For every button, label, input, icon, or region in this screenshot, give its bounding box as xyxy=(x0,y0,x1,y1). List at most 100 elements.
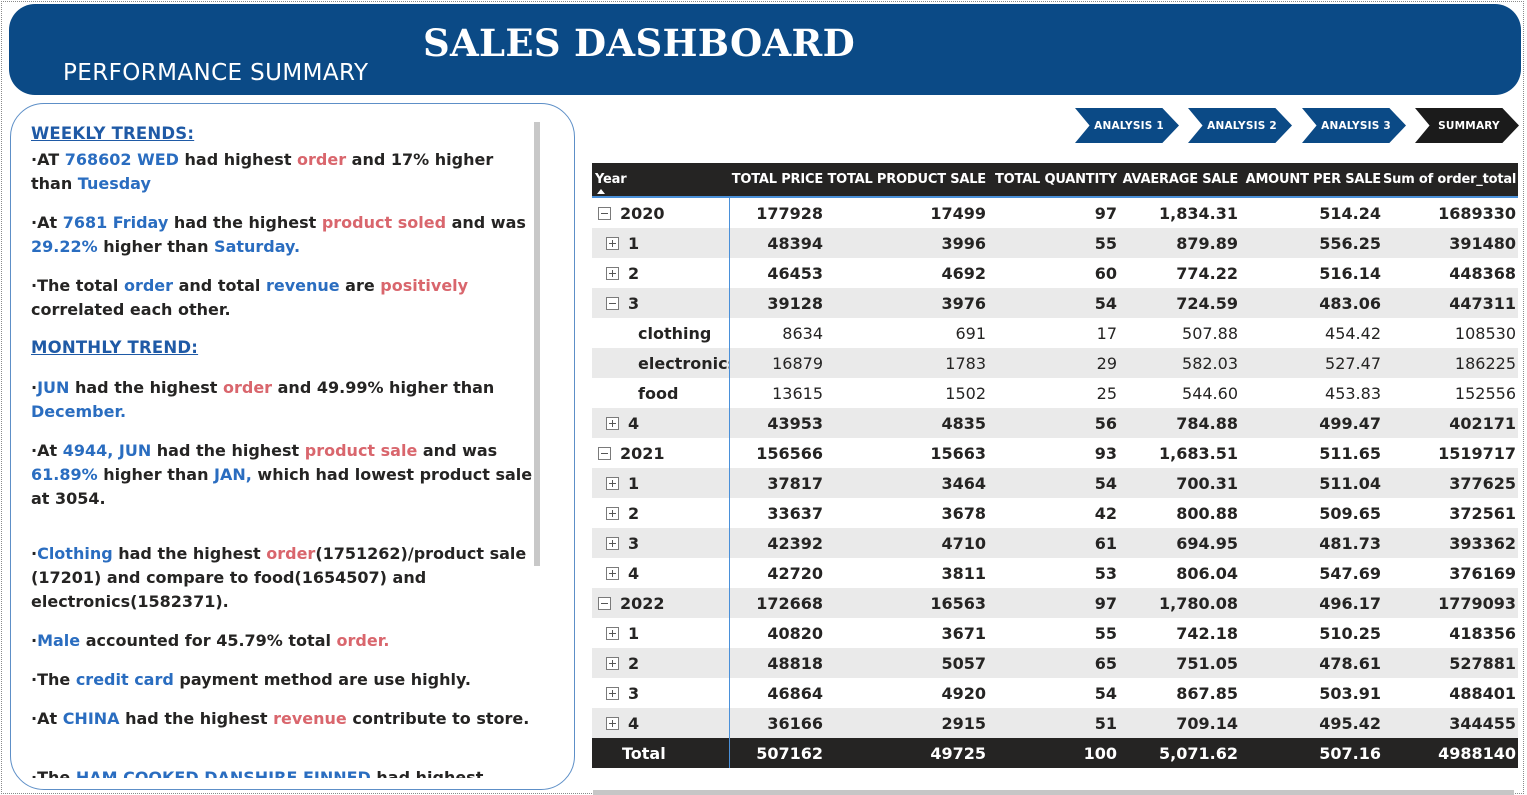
row-label: 1 xyxy=(628,473,640,493)
text: JAN, xyxy=(214,465,252,484)
expand-plus-icon[interactable] xyxy=(606,716,619,730)
summary-text-area[interactable]: WEEKLY TRENDS: ·AT 768602 WED had highes… xyxy=(31,122,543,778)
header-total-product-sale[interactable]: TOTAL PRODUCT SALE xyxy=(825,163,988,198)
expand-plus-icon[interactable] xyxy=(606,536,619,550)
value-cell: 4920 xyxy=(941,683,986,703)
value-cell: 694.95 xyxy=(1119,528,1240,558)
header-sum-order-total[interactable]: Sum of order_total xyxy=(1383,163,1518,198)
header-year[interactable]: Year xyxy=(592,163,729,198)
row-label-wrap: electronics xyxy=(592,354,728,373)
summary-button[interactable]: SUMMARY xyxy=(1415,108,1519,143)
value-cell: 510.25 xyxy=(1319,623,1381,643)
value-cell: 4710 xyxy=(825,528,988,558)
value-cell: 42392 xyxy=(729,528,825,558)
text: At xyxy=(37,709,63,728)
value-cell: 93 xyxy=(1094,443,1117,463)
table-horizontal-scrollbar[interactable] xyxy=(593,790,1514,795)
text: payment method are use highly. xyxy=(173,670,471,689)
value-cell: 509.65 xyxy=(1319,503,1381,523)
text: are xyxy=(339,276,381,295)
text: had the highest xyxy=(168,213,322,232)
value-cell: 1,683.51 xyxy=(1159,443,1238,463)
value-cell: 53 xyxy=(1094,563,1117,583)
total-cell: 5,071.62 xyxy=(1119,738,1240,768)
expand-plus-icon[interactable] xyxy=(606,476,619,490)
row-label-wrap: 4 xyxy=(592,714,727,733)
value-cell: 51 xyxy=(988,708,1119,738)
sales-matrix-table: Year TOTAL PRICE TOTAL PRODUCT SALE TOTA… xyxy=(592,163,1518,768)
value-cell: 453.83 xyxy=(1325,383,1381,403)
value-cell: 503.91 xyxy=(1319,683,1381,703)
monthly-insight-6: ·At CHINA had the highest revenue contri… xyxy=(31,709,530,728)
value-cell: 556.25 xyxy=(1240,228,1383,258)
dashboard-header: SALES DASHBOARD PERFORMANCE SUMMARY xyxy=(9,4,1521,95)
value-cell: 97 xyxy=(988,196,1119,228)
quarter-row: 2 46453 4692 60 774.22 516.14 448368 xyxy=(592,258,1518,288)
value-cell: 25 xyxy=(1096,383,1117,403)
analysis-1-button[interactable]: ANALYSIS 1 xyxy=(1075,108,1179,143)
row-label-cell: 2022 xyxy=(592,588,730,618)
expand-plus-icon[interactable] xyxy=(606,236,619,250)
table-header-row: Year TOTAL PRICE TOTAL PRODUCT SALE TOTA… xyxy=(592,163,1518,198)
collapse-minus-icon[interactable] xyxy=(598,446,611,460)
text: revenue xyxy=(273,709,347,728)
expand-plus-icon[interactable] xyxy=(606,416,619,430)
text: Male xyxy=(37,631,81,650)
header-amount-per-sale[interactable]: AMOUNT PER SALE xyxy=(1240,163,1383,198)
row-label-wrap: 3 xyxy=(592,534,727,553)
quarter-row: 2 48818 5057 65 751.05 478.61 527881 xyxy=(592,648,1518,678)
header-total-quantity[interactable]: TOTAL QUANTITY xyxy=(988,163,1119,198)
monthly-insight-1: ·JUN had the highest order and 49.99% hi… xyxy=(31,378,495,421)
expand-plus-icon[interactable] xyxy=(606,626,619,640)
monthly-insight-3: ·Clothing had the highest order(1751262)… xyxy=(31,544,527,611)
collapse-minus-icon[interactable] xyxy=(598,596,611,610)
weekly-trends-heading: WEEKLY TRENDS: xyxy=(31,124,195,143)
text: had the highest xyxy=(151,441,305,460)
year-row: 2021 156566 15663 93 1,683.51 511.65 1519717 xyxy=(592,438,1518,468)
expand-plus-icon[interactable] xyxy=(606,266,619,280)
text: AT xyxy=(37,150,65,169)
value-cell: 376169 xyxy=(1449,563,1516,583)
quarter-row: 3 39128 3976 54 724.59 483.06 447311 xyxy=(592,288,1518,318)
row-label-wrap: 1 xyxy=(592,624,727,643)
value-cell: 54 xyxy=(988,468,1119,498)
summary-scrollbar[interactable] xyxy=(534,122,540,566)
collapse-minus-icon[interactable] xyxy=(598,206,611,220)
expand-plus-icon[interactable] xyxy=(606,506,619,520)
value-cell: 46864 xyxy=(767,683,823,703)
text: had the highest xyxy=(119,709,274,728)
row-label-cell: 2020 xyxy=(592,196,730,228)
collapse-minus-icon[interactable] xyxy=(606,296,619,310)
summary-panel: WEEKLY TRENDS: ·AT 768602 WED had highes… xyxy=(10,103,575,790)
expand-plus-icon[interactable] xyxy=(606,566,619,580)
row-label-cell: 4 xyxy=(592,408,730,438)
value-cell: 507.88 xyxy=(1182,323,1238,343)
monthly-insight-4: ·Male accounted for 45.79% total order. xyxy=(31,631,390,650)
value-cell: 3464 xyxy=(825,468,988,498)
expand-plus-icon[interactable] xyxy=(606,686,619,700)
total-row: Total 507162 49725 100 5,071.62 507.16 4… xyxy=(592,738,1518,768)
quarter-row: 4 42720 3811 53 806.04 547.69 376169 xyxy=(592,558,1518,588)
value-cell: 16879 xyxy=(729,348,825,378)
monthly-trend-heading: MONTHLY TREND: xyxy=(31,338,199,357)
value-cell: 393362 xyxy=(1383,528,1518,558)
text: The xyxy=(37,768,76,778)
header-total-price[interactable]: TOTAL PRICE xyxy=(729,163,825,198)
row-label-cell: electronics xyxy=(592,348,730,378)
row-label-cell: 3 xyxy=(592,528,730,558)
analysis-2-button[interactable]: ANALYSIS 2 xyxy=(1188,108,1292,143)
analysis-3-button[interactable]: ANALYSIS 3 xyxy=(1302,108,1406,143)
value-cell: 514.24 xyxy=(1240,196,1383,228)
value-cell: 46453 xyxy=(767,263,823,283)
total-label: Total xyxy=(622,743,666,763)
value-cell: 527881 xyxy=(1383,648,1518,678)
value-cell: 1689330 xyxy=(1383,196,1518,228)
row-label: 2 xyxy=(628,503,640,523)
row-label-wrap: 1 xyxy=(592,234,727,253)
expand-plus-icon[interactable] xyxy=(606,656,619,670)
header-average-sale[interactable]: AVAERAGE SALE xyxy=(1119,163,1240,198)
value-cell: 4692 xyxy=(941,263,986,283)
performance-summary-title: PERFORMANCE SUMMARY xyxy=(63,60,369,86)
row-label-cell: 2 xyxy=(592,498,730,528)
row-label: 3 xyxy=(628,293,640,313)
